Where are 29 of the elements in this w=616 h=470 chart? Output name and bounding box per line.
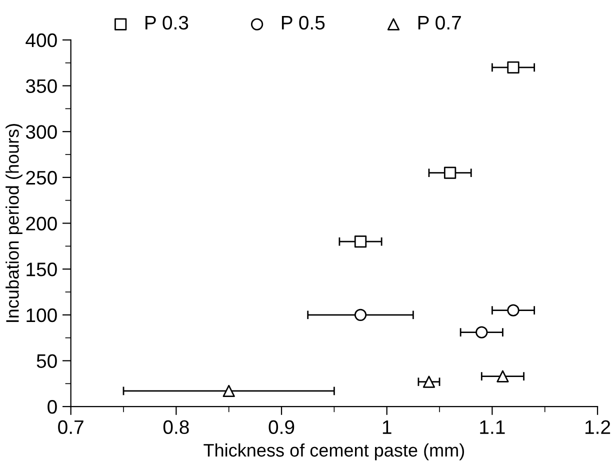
legend-label: P 0.7 xyxy=(418,16,461,30)
x-tick-label: 0.7 xyxy=(58,420,84,434)
y-tick-label: 350 xyxy=(26,79,57,94)
y-tick-label: 300 xyxy=(26,125,57,139)
x-axis-title: Thickness of cement paste (mm) xyxy=(204,443,464,460)
point xyxy=(496,370,509,382)
legend-label: P 0.5 xyxy=(282,16,325,30)
x-tick-label: 0.8 xyxy=(163,420,189,434)
point xyxy=(444,166,456,179)
y-tick-label: 250 xyxy=(26,170,57,185)
point xyxy=(354,308,367,321)
y-tick-label: 150 xyxy=(26,262,57,276)
legend-label: P 0.3 xyxy=(146,16,188,30)
y-tick-label: 400 xyxy=(26,33,57,48)
point xyxy=(507,304,520,316)
point xyxy=(507,61,520,74)
y-tick-label: 200 xyxy=(26,216,57,230)
point xyxy=(476,326,488,338)
y-tick-label: 50 xyxy=(36,354,57,368)
point xyxy=(222,384,235,398)
x-tick-label: 1.2 xyxy=(585,420,610,434)
y-tick-label: 0 xyxy=(48,400,57,414)
point xyxy=(354,236,367,248)
x-tick-label: 1 xyxy=(382,420,392,434)
point xyxy=(422,376,436,388)
x-tick-label: 0.9 xyxy=(268,420,294,434)
x-tick-label: 1.1 xyxy=(480,420,505,434)
y-axis-title: Incubation period (hours) xyxy=(6,124,22,322)
y-tick-label: 100 xyxy=(26,308,57,322)
